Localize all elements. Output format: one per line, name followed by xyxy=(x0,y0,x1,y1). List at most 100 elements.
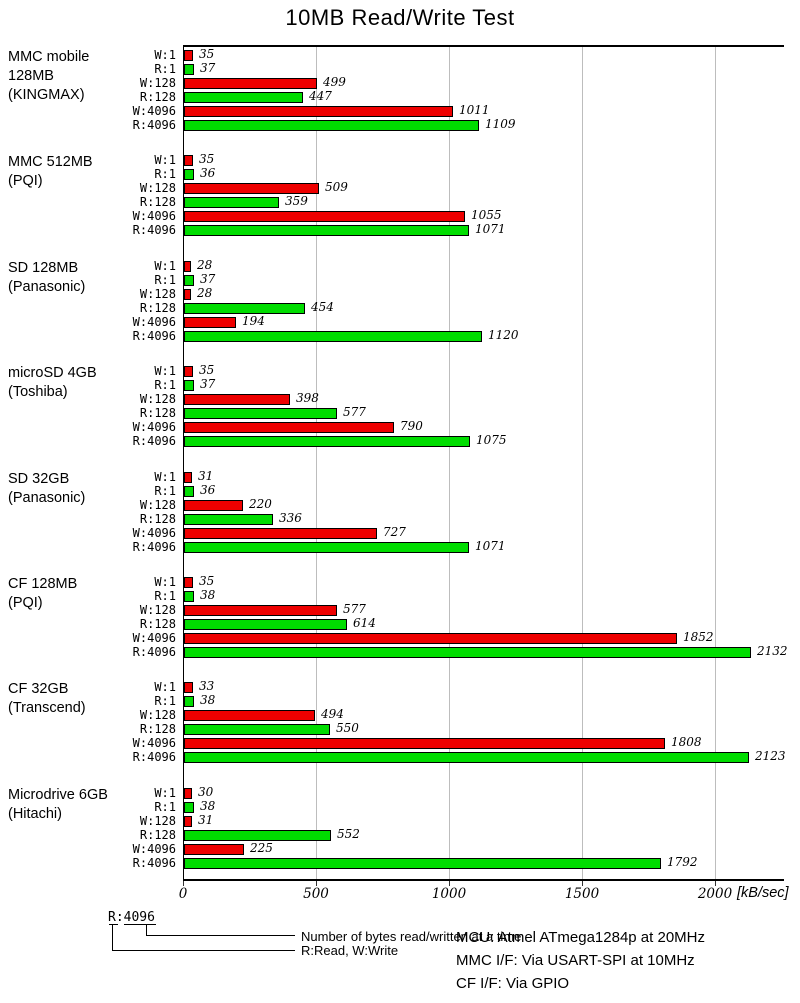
bar-category-label: W:1 xyxy=(154,48,176,62)
read-bar xyxy=(184,331,482,342)
bar-category-label: R:1 xyxy=(154,167,176,181)
bar-value-label: 577 xyxy=(343,602,366,616)
device-vendor: (Hitachi) xyxy=(8,806,62,822)
bar-value-label: 35 xyxy=(199,152,215,166)
device-name: microSD 4GB xyxy=(8,365,97,381)
bar-category-label: R:1 xyxy=(154,800,176,814)
legend-connector-line xyxy=(109,924,118,925)
write-bar xyxy=(184,577,193,588)
x-axis-tick-label: 0 xyxy=(178,886,188,902)
read-bar xyxy=(184,647,751,658)
bar-category-label: R:4096 xyxy=(132,329,176,343)
x-axis-tick xyxy=(316,881,317,886)
device-name: SD 128MB xyxy=(8,260,79,276)
x-axis-tick-label: 1500 xyxy=(564,886,600,902)
bar-category-label: W:128 xyxy=(139,814,176,828)
device-name: SD 32GB xyxy=(8,471,70,487)
device-name: Microdrive 6GB xyxy=(8,787,108,803)
bar-value-label: 550 xyxy=(336,721,359,735)
bar-category-label: W:1 xyxy=(154,786,176,800)
write-bar xyxy=(184,710,315,721)
bar-category-label: W:4096 xyxy=(132,631,176,645)
device-label: MMC 512MB (PQI) xyxy=(8,153,128,191)
bar-value-label: 1109 xyxy=(485,117,516,131)
device-name: CF 128MB xyxy=(8,576,78,592)
write-bar xyxy=(184,78,317,89)
bar-category-label: W:128 xyxy=(139,392,176,406)
bar-category-label: W:128 xyxy=(139,603,176,617)
hardware-info: MCU: Atmel ATmega1284p at 20MHz MMC I/F:… xyxy=(456,926,705,995)
bar-category-label: R:128 xyxy=(139,90,176,104)
legend-connector-line xyxy=(124,924,156,925)
bar-category-label: W:4096 xyxy=(132,736,176,750)
write-bar xyxy=(184,317,236,328)
read-bar xyxy=(184,802,194,813)
x-gridline xyxy=(582,47,583,879)
device-vendor: (KINGMAX) xyxy=(8,87,85,103)
bar-category-label: R:128 xyxy=(139,722,176,736)
bar-category-label: R:1 xyxy=(154,694,176,708)
read-bar xyxy=(184,619,347,630)
read-bar xyxy=(184,275,194,286)
x-axis-tick xyxy=(449,881,450,886)
x-axis-tick xyxy=(715,881,716,886)
bar-category-label: W:1 xyxy=(154,153,176,167)
bar-category-label: R:128 xyxy=(139,512,176,526)
bar-value-label: 1792 xyxy=(667,855,698,869)
bar-value-label: 31 xyxy=(198,813,214,827)
mmc-interface-info-line: MMC I/F: Via USART-SPI at 10MHz xyxy=(456,952,695,969)
read-bar xyxy=(184,591,194,602)
write-bar xyxy=(184,788,192,799)
x-axis-tick xyxy=(582,881,583,886)
plot-area xyxy=(183,45,784,881)
device-label: CF 128MB (PQI) xyxy=(8,575,128,613)
bar-value-label: 1075 xyxy=(476,433,507,447)
read-bar xyxy=(184,197,279,208)
read-bar xyxy=(184,436,470,447)
write-bar xyxy=(184,106,453,117)
read-bar xyxy=(184,514,273,525)
read-bar xyxy=(184,380,194,391)
bar-category-label: W:1 xyxy=(154,259,176,273)
bar-category-label: R:1 xyxy=(154,62,176,76)
bar-category-label: W:4096 xyxy=(132,315,176,329)
legend-connector-line xyxy=(146,935,295,936)
bar-value-label: 36 xyxy=(200,166,216,180)
x-gridline xyxy=(715,47,716,879)
device-vendor: (Transcend) xyxy=(8,700,86,716)
bar-category-label: R:4096 xyxy=(132,750,176,764)
bar-category-label: R:4096 xyxy=(132,118,176,132)
bar-value-label: 1055 xyxy=(471,208,502,222)
write-bar xyxy=(184,183,319,194)
device-label: SD 32GB (Panasonic) xyxy=(8,470,128,508)
device-label: SD 128MB (Panasonic) xyxy=(8,259,128,297)
bar-value-label: 1071 xyxy=(475,222,506,236)
bar-category-label: W:128 xyxy=(139,181,176,195)
read-bar xyxy=(184,408,337,419)
read-bar xyxy=(184,858,661,869)
bar-value-label: 35 xyxy=(199,363,215,377)
read-bar xyxy=(184,225,469,236)
legend-bytes-note: Number of bytes read/written at a time xyxy=(301,929,522,944)
device-name: CF 32GB xyxy=(8,681,69,697)
bar-category-label: R:128 xyxy=(139,301,176,315)
write-bar xyxy=(184,500,243,511)
bar-category-label: W:1 xyxy=(154,575,176,589)
bar-value-label: 727 xyxy=(383,525,406,539)
bar-value-label: 1071 xyxy=(475,539,506,553)
bar-category-label: W:4096 xyxy=(132,842,176,856)
device-label: CF 32GB (Transcend) xyxy=(8,680,128,718)
bar-category-label: R:4096 xyxy=(132,856,176,870)
write-bar xyxy=(184,211,465,222)
bar-value-label: 33 xyxy=(199,679,215,693)
bar-value-label: 30 xyxy=(198,785,214,799)
bar-value-label: 194 xyxy=(242,314,265,328)
cf-interface-info-line: CF I/F: Via GPIO xyxy=(456,975,570,992)
bar-value-label: 577 xyxy=(343,405,366,419)
bar-category-label: R:1 xyxy=(154,273,176,287)
device-vendor: (Toshiba) xyxy=(8,384,68,400)
device-vendor: (Panasonic) xyxy=(8,490,86,506)
read-bar xyxy=(184,724,330,735)
read-bar xyxy=(184,303,305,314)
bar-value-label: 499 xyxy=(323,75,346,89)
